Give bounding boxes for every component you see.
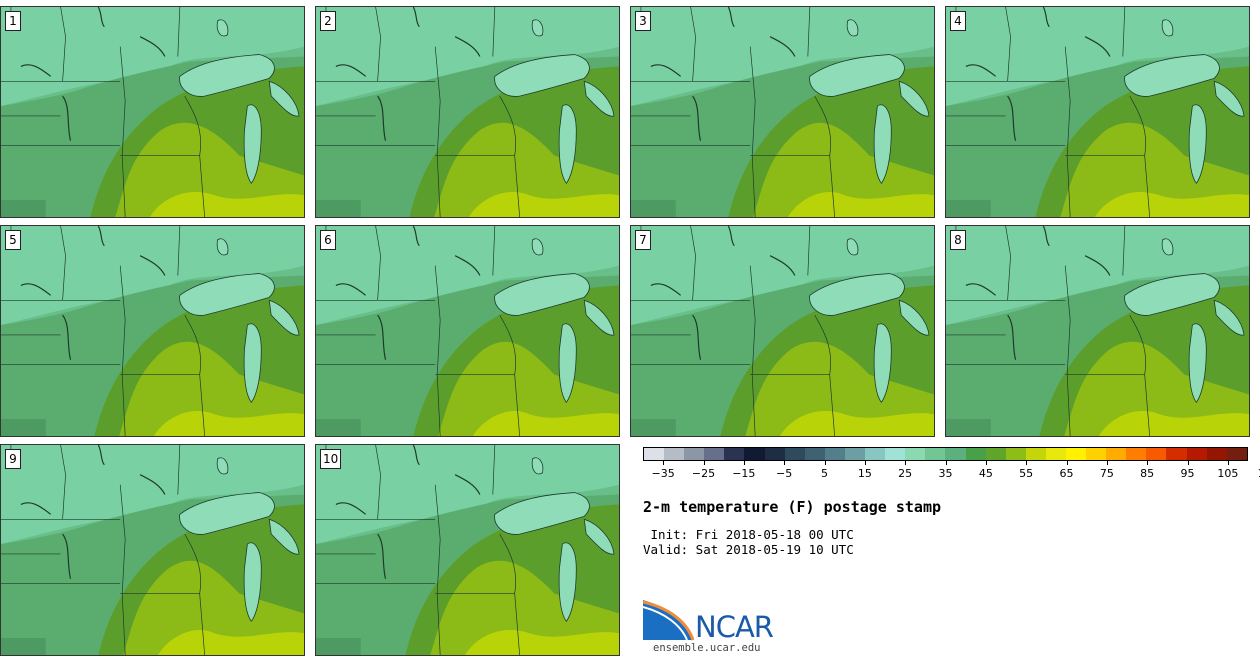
colorbar-tick-label: 65	[1059, 467, 1074, 480]
colorbar-tick-label: 35	[938, 467, 953, 480]
member-label: 5	[5, 230, 21, 250]
temperature-map	[631, 7, 934, 217]
colorbar-swatch	[985, 448, 1006, 460]
ensemble-member-panel-6: 6	[315, 225, 620, 437]
colorbar-swatch	[1045, 448, 1066, 460]
colorbar-swatch	[744, 448, 765, 460]
colorbar-tick-label: 15	[857, 467, 872, 480]
colorbar-tick	[1147, 461, 1149, 465]
colorbar-tick-label: −5	[776, 467, 793, 480]
logo-url: ensemble.ucar.edu	[653, 642, 761, 654]
colorbar-swatch	[945, 448, 966, 460]
ensemble-member-panel-7: 7	[630, 225, 935, 437]
temperature-map	[316, 7, 619, 217]
colorbar-tick-label: 25	[898, 467, 913, 480]
member-label: 6	[320, 230, 336, 250]
ensemble-member-panel-9: 9	[0, 444, 305, 656]
colorbar-swatch	[1186, 448, 1207, 460]
ensemble-member-panel-3: 3	[630, 6, 935, 218]
ensemble-member-panel-2: 2	[315, 6, 620, 218]
colorbar-swatch	[804, 448, 825, 460]
colorbar-swatch	[764, 448, 785, 460]
colorbar-swatch	[644, 448, 665, 460]
colorbar-tick-label: 45	[978, 467, 993, 480]
colorbar-swatch	[1206, 448, 1227, 460]
ensemble-member-panel-1: 1	[0, 6, 305, 218]
colorbar-tick	[663, 461, 665, 465]
colorbar-swatch	[704, 448, 725, 460]
colorbar-tick	[1026, 461, 1028, 465]
colorbar-tick-label: 85	[1140, 467, 1155, 480]
member-label: 7	[635, 230, 651, 250]
member-label: 4	[950, 11, 966, 31]
colorbar-swatch	[664, 448, 685, 460]
temperature-map	[316, 445, 619, 655]
member-label: 3	[635, 11, 651, 31]
member-label: 2	[320, 11, 336, 31]
colorbar-swatch	[844, 448, 866, 460]
colorbar-tick	[985, 461, 987, 465]
colorbar-swatch	[1166, 448, 1187, 460]
temperature-map	[316, 226, 619, 436]
ensemble-member-panel-5: 5	[0, 225, 305, 437]
logo-wordmark: NCAR	[695, 610, 774, 644]
valid-time: Valid: Sat 2018-05-19 10 UTC	[643, 542, 854, 557]
colorbar-swatch	[1146, 448, 1167, 460]
colorbar-swatch	[965, 448, 986, 460]
colorbar-tick	[864, 461, 866, 465]
colorbar-tick	[1187, 461, 1189, 465]
colorbar-swatch	[1065, 448, 1087, 460]
colorbar-tick-label: 5	[821, 467, 828, 480]
chart-title: 2-m temperature (F) postage stamp	[643, 498, 942, 516]
colorbar-tick-label: −35	[651, 467, 675, 480]
temperature-map	[1, 7, 304, 217]
colorbar-tick-label: 75	[1099, 467, 1114, 480]
colorbar-tick	[784, 461, 786, 465]
colorbar-tick	[703, 461, 705, 465]
ensemble-member-panel-4: 4	[945, 6, 1250, 218]
colorbar-tick-label: 95	[1180, 467, 1195, 480]
colorbar-swatch	[1005, 448, 1026, 460]
colorbar-tick	[1066, 461, 1068, 465]
colorbar-tick	[945, 461, 947, 465]
colorbar-tick	[1106, 461, 1108, 465]
colorbar-tick-label: −15	[732, 467, 756, 480]
colorbar-swatch	[1106, 448, 1127, 460]
colorbar-tick-label: 105	[1217, 467, 1239, 480]
colorbar-swatch	[905, 448, 926, 460]
init-time: Init: Fri 2018-05-18 00 UTC	[643, 527, 854, 542]
colorbar-tick-label: 55	[1019, 467, 1034, 480]
colorbar-tick	[1227, 461, 1229, 465]
colorbar-swatch	[824, 448, 845, 460]
colorbar-swatch	[1126, 448, 1147, 460]
member-label: 8	[950, 230, 966, 250]
temperature-map	[631, 226, 934, 436]
temperature-map	[946, 7, 1249, 217]
temperature-map	[946, 226, 1249, 436]
colorbar-tick	[905, 461, 907, 465]
ncar-logo-icon	[643, 600, 695, 641]
member-label: 10	[320, 449, 342, 469]
temperature-colorbar	[643, 447, 1248, 461]
colorbar-swatch	[1025, 448, 1046, 460]
temperature-map	[1, 226, 304, 436]
colorbar-swatch	[865, 448, 886, 460]
colorbar-ticks: −35 −25 −15 −5 5 15 25 35 45 55 65 75 85 95 105 115	[643, 461, 1260, 483]
colorbar-tick	[743, 461, 745, 465]
colorbar-swatch	[1226, 448, 1247, 460]
colorbar-swatch	[784, 448, 805, 460]
member-label: 1	[5, 11, 21, 31]
ensemble-member-panel-8: 8	[945, 225, 1250, 437]
colorbar-swatch	[724, 448, 745, 460]
colorbar-tick	[824, 461, 826, 465]
colorbar-tick-label: 115	[1258, 467, 1260, 480]
colorbar-swatch	[1086, 448, 1107, 460]
colorbar-tick-label: −25	[691, 467, 716, 480]
temperature-map	[1, 445, 304, 655]
ensemble-member-panel-10: 10	[315, 444, 620, 656]
colorbar-swatch	[885, 448, 906, 460]
member-label: 9	[5, 449, 21, 469]
colorbar-swatch	[925, 448, 946, 460]
colorbar-swatch	[684, 448, 705, 460]
